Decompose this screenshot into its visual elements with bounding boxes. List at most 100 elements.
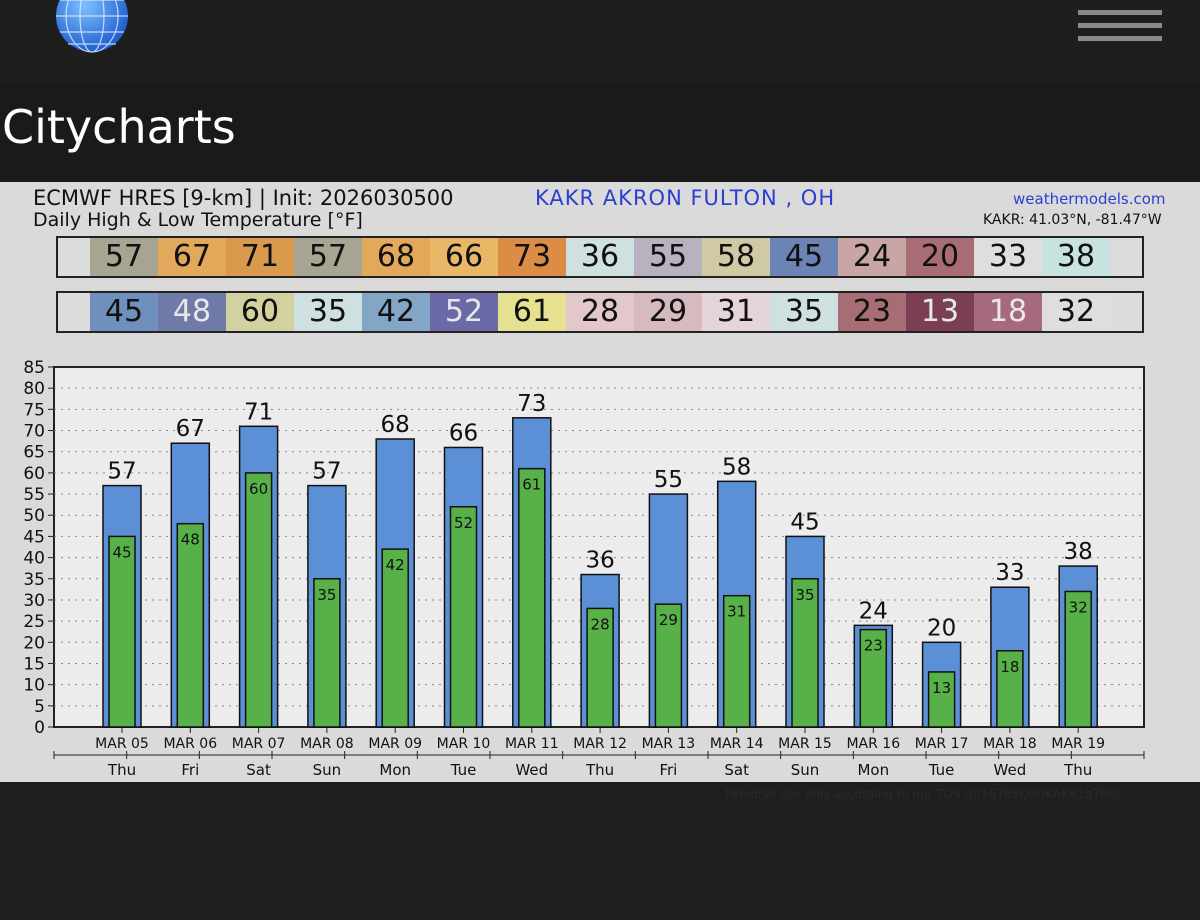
high-strip-cell: 36 [566, 238, 634, 276]
low-value-label: 28 [591, 615, 610, 633]
x-date-label: MAR 07 [232, 736, 286, 752]
x-weekday-label: Sat [724, 761, 749, 779]
low-value-label: 23 [864, 637, 883, 655]
low-strip-cell: 32 [1042, 293, 1110, 331]
high-value-label: 57 [107, 459, 136, 485]
x-weekday-label: Tue [450, 761, 477, 779]
high-value-label: 36 [585, 548, 614, 574]
y-tick-label: 40 [23, 549, 45, 569]
x-weekday-label: Fri [181, 761, 199, 779]
low-strip-cell: 13 [906, 293, 974, 331]
x-weekday-label: Thu [1063, 761, 1092, 779]
low-bar [108, 535, 136, 728]
y-tick-label: 50 [23, 506, 45, 526]
low-value-label: 48 [181, 531, 200, 549]
high-value-label: 67 [176, 416, 205, 442]
low-bar [518, 467, 546, 728]
high-value-label: 55 [654, 467, 683, 493]
y-tick-label: 35 [23, 570, 45, 590]
x-weekday-label: Thu [107, 761, 136, 779]
low-bar [176, 522, 205, 728]
low-strip-cell: 45 [90, 293, 158, 331]
x-date-label: MAR 18 [983, 736, 1037, 752]
high-strip-cell: 66 [430, 238, 498, 276]
x-weekday-label: Wed [994, 761, 1027, 779]
x-date-label: MAR 05 [95, 736, 149, 752]
low-value-label: 61 [522, 476, 541, 494]
high-strip-cell: 20 [906, 238, 974, 276]
high-value-label: 58 [722, 454, 751, 480]
page-title: Citycharts [2, 100, 236, 154]
low-bar [791, 578, 819, 728]
low-value-label: 60 [249, 480, 268, 498]
y-tick-label: 5 [34, 697, 45, 717]
y-tick-label: 60 [23, 464, 45, 484]
low-strip-cell: 28 [566, 293, 634, 331]
low-bar [381, 548, 409, 728]
x-weekday-label: Sun [791, 761, 820, 779]
low-strip-cell: 18 [974, 293, 1042, 331]
low-strip-cell: 60 [226, 293, 294, 331]
low-strip-cell: 52 [430, 293, 498, 331]
high-value-label: 66 [449, 420, 478, 446]
high-strip-cell: 38 [1042, 238, 1110, 276]
high-strip-cell: 57 [294, 238, 362, 276]
site-link[interactable]: weathermodels.com [1013, 190, 1166, 208]
low-bar [586, 607, 614, 728]
model-init-label: ECMWF HRES [9-km] | Init: 2026030500 [33, 186, 454, 210]
x-date-label: MAR 09 [368, 736, 422, 752]
x-weekday-label: Mon [379, 761, 411, 779]
x-date-label: MAR 19 [1051, 736, 1105, 752]
low-strip-cell: 23 [838, 293, 906, 331]
high-temperature-strip: 57 67 71 57 68 66 73 36 55 58 45 24 20 33 38 [56, 236, 1144, 278]
x-date-label: MAR 06 [163, 736, 217, 752]
high-value-label: 20 [927, 615, 956, 641]
low-bar [1064, 590, 1092, 728]
x-weekday-label: Fri [659, 761, 677, 779]
y-tick-label: 75 [23, 400, 45, 420]
high-value-label: 24 [859, 598, 888, 624]
x-date-label: MAR 16 [846, 736, 900, 752]
low-bar [927, 671, 956, 728]
low-value-label: 35 [317, 586, 336, 604]
low-bar [449, 506, 478, 728]
high-strip-cell: 33 [974, 238, 1042, 276]
x-weekday-label: Sun [313, 761, 342, 779]
tos-footer: Personal use only according to our TOS (… [725, 787, 1120, 801]
x-date-label: MAR 15 [778, 736, 832, 752]
y-tick-label: 55 [23, 485, 45, 505]
x-date-label: MAR 12 [573, 736, 627, 752]
x-date-label: MAR 17 [915, 736, 969, 752]
y-tick-label: 10 [23, 676, 45, 696]
top-bar [0, 0, 1200, 82]
high-value-label: 33 [995, 560, 1024, 586]
low-temperature-strip: 45 48 60 35 42 52 61 28 29 31 35 23 13 18 32 [56, 291, 1144, 333]
low-value-label: 29 [659, 611, 678, 629]
x-date-label: MAR 08 [300, 736, 354, 752]
x-weekday-label: Mon [857, 761, 889, 779]
low-strip-cell: 48 [158, 293, 226, 331]
low-bar [654, 603, 683, 728]
hamburger-menu-icon[interactable] [1078, 8, 1162, 42]
high-strip-cell: 55 [634, 238, 702, 276]
low-value-label: 42 [386, 556, 405, 574]
low-strip-cell: 35 [770, 293, 838, 331]
title-bar [0, 82, 1200, 182]
low-strip-cell: 61 [498, 293, 566, 331]
low-bar [313, 578, 341, 728]
low-strip-cell: 31 [702, 293, 770, 331]
high-strip-cell: 67 [158, 238, 226, 276]
low-value-label: 35 [795, 586, 814, 604]
low-bar [244, 472, 273, 728]
high-strip-cell: 45 [770, 238, 838, 276]
globe-logo-icon[interactable] [54, 0, 130, 54]
low-value-label: 18 [1000, 658, 1019, 676]
low-strip-cell: 42 [362, 293, 430, 331]
chart-subtitle: Daily High & Low Temperature [°F] [33, 209, 363, 231]
y-tick-label: 20 [23, 633, 45, 653]
low-strip-cell: 29 [634, 293, 702, 331]
low-value-label: 13 [932, 679, 951, 697]
y-tick-label: 45 [23, 527, 45, 547]
high-strip-cell: 58 [702, 238, 770, 276]
